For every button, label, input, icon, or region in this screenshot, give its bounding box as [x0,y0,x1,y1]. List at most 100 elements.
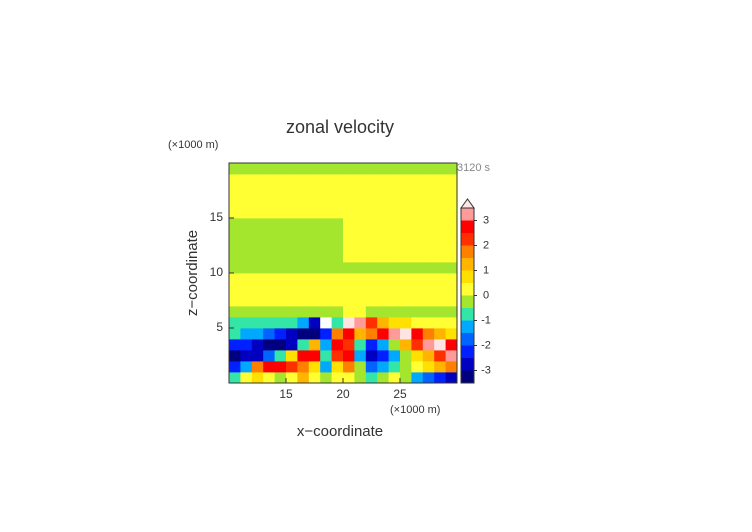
contour-cell [343,361,355,373]
contour-cell [297,295,310,307]
contour-cell [445,163,458,175]
contour-cell [365,240,378,252]
contour-cell [422,207,435,219]
contour-cell [400,328,412,340]
contour-cell [434,174,446,186]
contour-cell [343,251,355,263]
contour-cell [297,284,310,296]
contour-cell [422,174,435,186]
contour-cell [286,218,298,230]
contour-cell [445,207,458,219]
x-tick-label: 25 [393,387,407,401]
contour-cell [377,339,389,351]
contour-cell [286,295,298,307]
contour-cell [297,350,310,362]
contour-cell [240,251,253,263]
contour-cell [354,339,367,351]
contour-cell [434,284,446,296]
contour-cell [320,339,332,351]
contour-cell [377,229,389,241]
contour-cell [445,372,458,384]
contour-cell [354,273,367,285]
contour-cell [377,163,389,175]
contour-cell [263,240,275,252]
contour-cell [365,218,378,230]
contour-cell [445,229,458,241]
colorbar-tick-label: -3 [481,364,491,376]
contour-cell [331,306,344,318]
contour-cell [365,174,378,186]
contour-cell [331,350,344,362]
y-tick-label: 10 [210,265,224,279]
contour-cell [240,339,253,351]
contour-cell [240,196,253,208]
contour-cell [445,273,458,285]
contour-cell [422,218,435,230]
contour-cell [411,350,424,362]
contour-cell [308,207,321,219]
contour-cell [263,284,275,296]
contour-cell [251,372,264,384]
contour-cell [229,284,241,296]
contour-cell [331,361,344,373]
contour-cell [251,262,264,274]
contour-cell [388,240,401,252]
contour-cell [388,251,401,263]
contour-cell [240,284,253,296]
contour-cell [445,218,458,230]
contour-cell [240,306,253,318]
y-tick-label: 15 [210,210,224,224]
contour-cell [434,262,446,274]
contour-cell [308,361,321,373]
contour-cell [377,273,389,285]
contour-cell [331,262,344,274]
colorbar-tick-label: -1 [481,314,491,326]
contour-cell [411,372,424,384]
colorbar-band [461,220,474,233]
contour-cell [400,240,412,252]
colorbar-band [461,345,474,358]
contour-cell [229,328,241,340]
contour-cell [308,350,321,362]
contour-cell [240,240,253,252]
contour-cell [434,218,446,230]
contour-cell [411,229,424,241]
contour-cell [343,328,355,340]
contour-cell [377,350,389,362]
contour-cell [377,207,389,219]
contour-cell [400,317,412,329]
contour-cell [434,251,446,263]
contour-cell [388,306,401,318]
contour-cell [365,339,378,351]
x-tick-label: 20 [336,387,350,401]
contour-cell [263,174,275,186]
contour-cell [263,350,275,362]
contour-cell [274,185,287,197]
contour-cell [388,262,401,274]
contour-cell [445,196,458,208]
contour-cell [229,218,241,230]
contour-cell [286,317,298,329]
contour-cell [297,207,310,219]
contour-cell [354,218,367,230]
contour-cell [365,372,378,384]
contour-cell [434,207,446,219]
contour-cell [388,163,401,175]
contour-cell [240,317,253,329]
contour-cell [354,229,367,241]
contour-cell [308,240,321,252]
contour-cell [263,207,275,219]
contour-cell [354,262,367,274]
contour-cell [320,174,332,186]
x-unit: (×1000 m) [390,404,440,416]
contour-cell [320,218,332,230]
contour-cell [343,185,355,197]
contour-cell [229,262,241,274]
contour-cell [320,317,332,329]
contour-cell [297,328,310,340]
contour-cell [263,328,275,340]
contour-cell [297,196,310,208]
contour-cell [286,229,298,241]
contour-cell [445,295,458,307]
contour-cell [308,262,321,274]
